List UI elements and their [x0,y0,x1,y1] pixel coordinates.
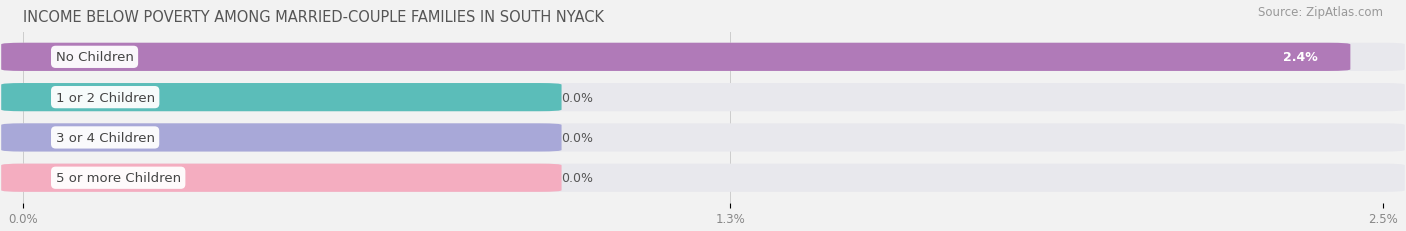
Text: 0.0%: 0.0% [561,91,593,104]
Text: No Children: No Children [56,51,134,64]
FancyBboxPatch shape [1,43,1350,72]
Text: Source: ZipAtlas.com: Source: ZipAtlas.com [1258,6,1384,19]
FancyBboxPatch shape [1,124,561,152]
FancyBboxPatch shape [1,164,561,192]
FancyBboxPatch shape [1,43,1405,72]
FancyBboxPatch shape [1,124,1405,152]
Text: INCOME BELOW POVERTY AMONG MARRIED-COUPLE FAMILIES IN SOUTH NYACK: INCOME BELOW POVERTY AMONG MARRIED-COUPL… [22,10,605,25]
FancyBboxPatch shape [1,84,1405,112]
FancyBboxPatch shape [1,84,561,112]
Text: 3 or 4 Children: 3 or 4 Children [56,131,155,144]
Text: 0.0%: 0.0% [561,131,593,144]
Text: 5 or more Children: 5 or more Children [56,171,181,184]
FancyBboxPatch shape [1,164,1405,192]
Text: 0.0%: 0.0% [561,171,593,184]
Text: 1 or 2 Children: 1 or 2 Children [56,91,155,104]
Text: 2.4%: 2.4% [1284,51,1317,64]
